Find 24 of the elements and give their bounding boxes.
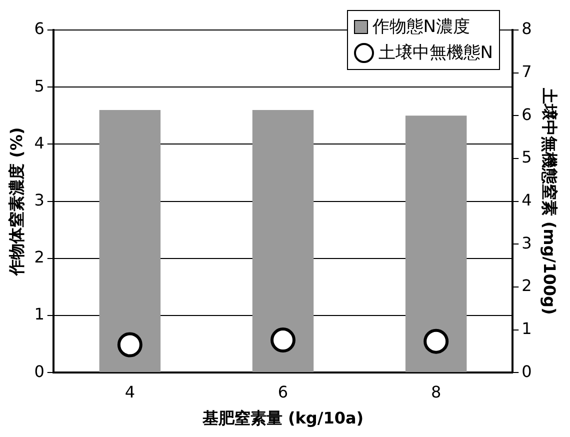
y-tick-label: 6 [34,19,44,38]
y2-tick-label: 1 [522,318,532,338]
y-tick-label: 0 [34,362,44,381]
y2-tick-label: 0 [522,362,532,381]
legend-label: 土壌中無機態N [378,42,493,65]
x-tick-label: 6 [278,382,288,402]
x-tick-label: 8 [430,382,442,402]
x-tick-label: 4 [124,382,136,402]
y-axis-title: 作物体窒素濃度 (%) [6,127,26,276]
y-tick-label: 3 [34,190,44,210]
y-tick-label: 5 [34,76,44,96]
y2-tick-label: 7 [522,62,532,81]
y-tick-label: 2 [34,248,44,267]
y2-tick-label: 4 [522,190,532,210]
x-axis-title: 基肥窒素量 (kg/10a) [201,408,364,428]
y2-tick-label: 6 [522,104,532,124]
y2-axis-title: 土壌中無機態窒素 (mg/100g) [540,86,560,315]
y-tick-label: 1 [34,304,44,324]
y2-tick-label: 5 [522,148,532,167]
y2-tick-label: 2 [522,276,532,296]
y-tick-label: 4 [34,133,44,152]
y2-tick-label: 3 [522,233,532,252]
y2-tick-label: 8 [522,19,532,38]
legend-label: 作物態N濃度 [372,16,470,39]
